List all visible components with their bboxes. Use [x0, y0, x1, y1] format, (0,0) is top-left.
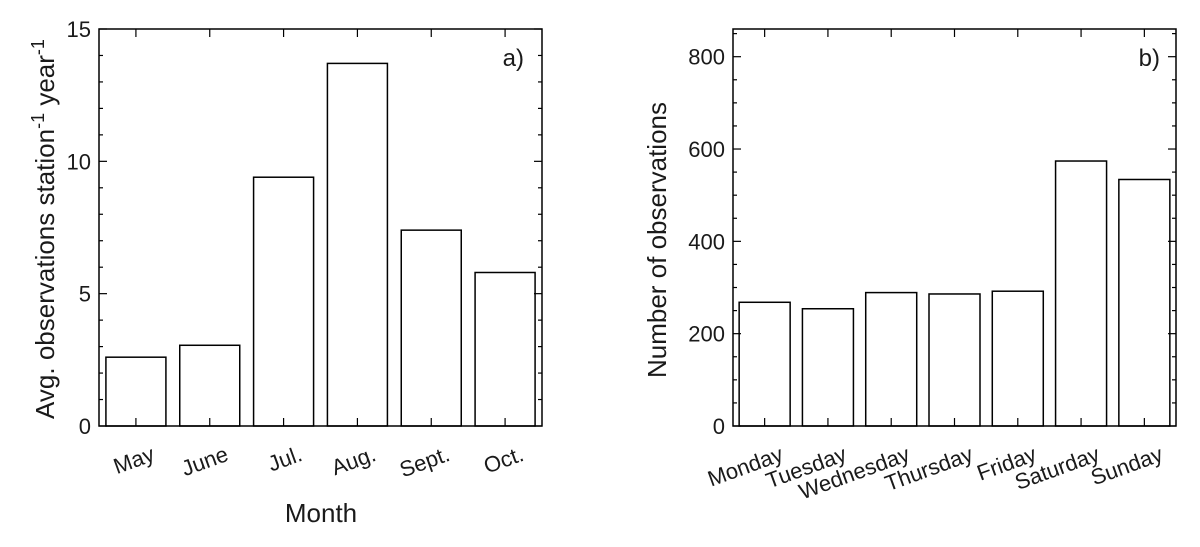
panel-b-bar-tuesday	[801, 307, 855, 427]
panel-b-y-tick-label: 0	[713, 414, 725, 439]
panel-a-x-tick-label: Aug.	[328, 441, 379, 480]
panel-a-bar-june	[179, 344, 241, 427]
panel-b-bar-wednesday	[864, 291, 918, 427]
panel-a-x-tick-label: Sept.	[396, 441, 453, 482]
panel-b-y-axis-title: Number of observations	[642, 102, 672, 378]
panel-a-bar-oct	[474, 271, 536, 427]
panel-a-y-axis-title-year: year	[30, 55, 60, 113]
panel-a-y-axis-title-sup1: -1	[28, 113, 48, 129]
panel-a-y-tick-label: 0	[79, 414, 91, 439]
panel-a-bar-may	[105, 356, 167, 427]
panel-b-y-tick-label: 200	[688, 322, 725, 347]
panel-a-y-axis-title-sup2: -1	[28, 39, 48, 55]
panel-b-y-tick-label: 400	[688, 229, 725, 254]
panel-a-y-tick-label: 15	[67, 17, 91, 42]
panel-a-x-tick-label: Oct.	[480, 441, 526, 478]
panel-b-bar-monday	[738, 301, 791, 427]
panel-b-bar-sunday	[1118, 178, 1171, 427]
panel-b-x-tick-label: Sunday	[1087, 441, 1166, 490]
panel-a-bar-jul	[252, 176, 315, 427]
panel-a-x-tick-label: Jul.	[265, 441, 306, 476]
panel-b-y-tick-label: 800	[688, 45, 725, 70]
panel-a-bar-sept	[400, 229, 462, 427]
panel-a-x-tick-label: May	[110, 441, 158, 479]
panel-a-x-axis-title: Month	[285, 498, 357, 528]
panel-b-bar-thursday	[928, 293, 981, 427]
panel-a-axes-frame	[98, 28, 543, 427]
panel-a-y-axis-title-main: Avg. observations station	[30, 129, 60, 419]
panel-a-monthly-chart: a) Month Avg. observations station-1 yea…	[28, 17, 543, 528]
panel-a-label: a)	[503, 45, 524, 72]
panel-b-bar-friday	[991, 290, 1045, 427]
panel-b-y-tick-label: 600	[688, 137, 725, 162]
panel-a-y-tick-label: 5	[79, 282, 91, 307]
panel-a-y-tick-label: 10	[67, 149, 91, 174]
panel-a-x-tick-label: June	[178, 441, 231, 481]
panel-a-y-axis-title: Avg. observations station-1 year-1	[28, 39, 60, 419]
panel-b-weekday-chart: b) Number of observations 0200400600800M…	[642, 28, 1177, 504]
panel-a-bar-aug	[326, 62, 389, 427]
panel-b-bar-saturday	[1054, 160, 1108, 427]
panel-b-label: b)	[1139, 45, 1160, 72]
